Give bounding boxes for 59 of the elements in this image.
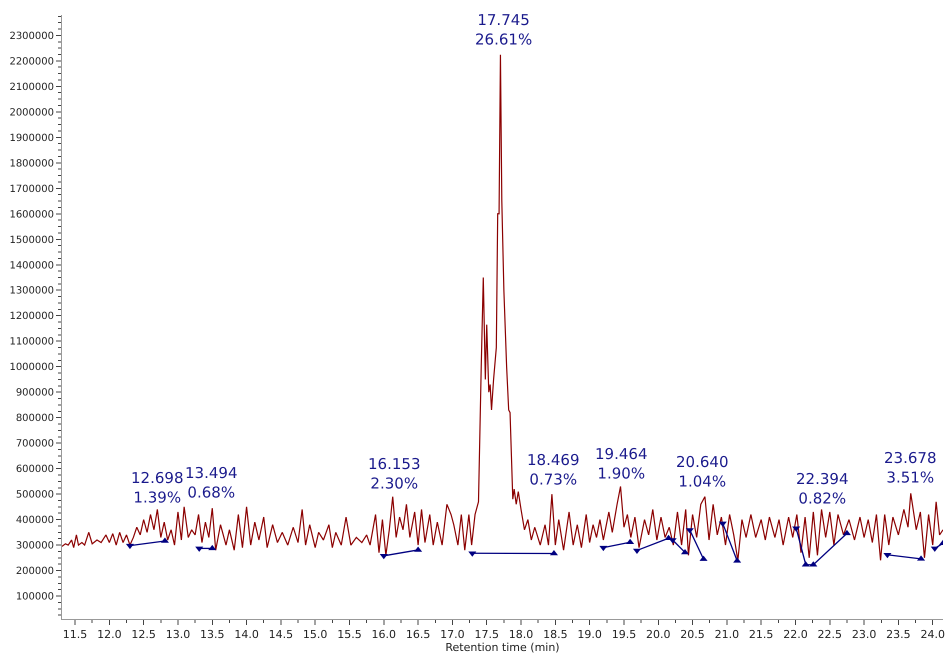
annotation: 22.394 0.82% [796,470,848,508]
y-tick-label: 200000 [16,566,54,578]
x-tick-label: 16.0 [372,628,396,642]
y-tick-label: 1800000 [9,158,54,170]
x-tick-label: 18.0 [508,628,534,642]
y-tick-label: 1400000 [9,260,54,272]
x-tick-label: 18.5 [543,628,568,642]
x-tick-label: 23.0 [852,628,876,642]
y-tick-label: 2000000 [9,107,54,118]
y-tick-label: 600000 [16,464,54,476]
annotation: 13.494 0.68% [185,464,238,502]
annotation: 20.640 1.04% [676,453,728,490]
y-tick-label: 500000 [16,490,54,501]
annotation: 19.464 1.90% [595,445,648,482]
y-tick-label: 1200000 [9,311,54,322]
x-tick-label: 19.0 [577,628,602,642]
annotation: 18.469 0.73% [527,451,580,488]
y-tick-label: 900000 [16,388,54,399]
y-tick-label: 1000000 [9,362,54,374]
x-tick-label: 21.5 [748,628,774,642]
x-tick-label: 11.5 [62,628,88,642]
y-tick-label: 700000 [16,438,54,450]
y-tick-label: 1100000 [9,336,54,348]
y-tick-label: 2200000 [9,56,54,68]
y-tick-label: 100000 [16,592,54,603]
y-tick-label: 1500000 [9,234,54,246]
y-tick-label: 400000 [16,515,54,526]
annotation: 16.153 2.30% [368,455,420,492]
x-tick-label: 17.5 [474,628,499,642]
y-tick-label: 300000 [16,540,54,552]
annotation: 12.698 1.39% [131,469,184,506]
x-tick-label: 15.5 [337,628,362,642]
y-tick-label: 2100000 [9,82,54,93]
x-tick-label: 14.0 [234,628,259,642]
x-tick-label: 23.5 [886,628,911,642]
y-tick-label: 1300000 [9,286,54,297]
x-tick-label: 15.0 [302,628,328,642]
x-tick-label: 20.0 [646,628,670,642]
x-tick-label: 21.0 [714,628,740,642]
x-tick-label: 24.0 [920,628,945,642]
annotation: 17.745 26.61% [475,11,532,48]
x-tick-label: 17.0 [440,628,465,642]
x-tick-label: 20.5 [680,628,705,642]
x-tick-label: 13.0 [166,628,190,642]
y-tick-label: 1600000 [9,209,54,220]
x-tick-label: 16.5 [406,628,430,642]
x-tick-label: 13.5 [200,628,225,642]
x-tick-label: 12.5 [131,628,156,642]
y-tick-label: 2300000 [9,30,54,42]
x-tick-label: 22.0 [783,628,808,642]
x-tick-label: 14.5 [268,628,294,642]
x-tick-label: 19.5 [612,628,636,642]
x-tick-label: 12.0 [97,628,122,642]
y-tick-label: 800000 [16,413,54,424]
x-tick-label: 22.5 [818,628,842,642]
x-axis-title: Retention time (min) [445,641,560,654]
y-tick-label: 1700000 [9,184,54,195]
annotation: 23.678 3.51% [884,449,936,486]
y-tick-label: 1900000 [9,132,54,144]
